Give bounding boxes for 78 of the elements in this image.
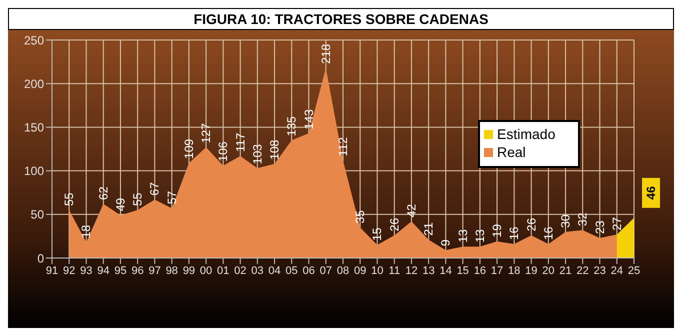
data-label: 57: [164, 190, 179, 204]
data-label: 21: [422, 222, 436, 236]
x-tick-label: 99: [182, 264, 196, 277]
x-tick-label: 05: [286, 264, 298, 277]
x-tick-label: 23: [594, 264, 606, 277]
x-tick-label: 95: [114, 264, 127, 277]
y-tick-label: 250: [24, 33, 44, 48]
data-label: 26: [524, 218, 538, 232]
data-label: 30: [558, 214, 573, 228]
x-tick-label: 25: [628, 264, 640, 277]
data-label: 42: [404, 204, 418, 218]
data-label: 55: [130, 192, 145, 206]
x-tick-label: 92: [62, 264, 76, 277]
data-label: 26: [387, 218, 402, 232]
x-tick-label: 07: [320, 264, 332, 277]
x-tick-label: 01: [217, 264, 230, 277]
x-tick-label: 06: [302, 264, 315, 277]
x-tick-label: 96: [131, 264, 144, 277]
data-label: 16: [541, 226, 556, 240]
data-label: 117: [233, 132, 248, 152]
data-label: 27: [610, 216, 624, 230]
x-tick-label: 20: [542, 264, 555, 277]
x-tick-label: 93: [80, 264, 92, 277]
x-tick-label: 22: [576, 264, 589, 277]
data-label: 135: [284, 116, 299, 136]
x-tick-label: 21: [559, 264, 572, 277]
y-tick-label: 150: [24, 120, 44, 134]
data-label: 55: [62, 192, 76, 206]
y-tick-label: 50: [30, 208, 44, 222]
data-label: 218: [318, 44, 333, 64]
legend-label: Real: [497, 144, 526, 160]
x-tick-label: 91: [46, 264, 58, 277]
x-tick-label: 15: [456, 264, 469, 277]
y-tick-label: 200: [24, 76, 44, 91]
x-tick-label: 16: [474, 264, 486, 277]
x-tick-label: 08: [336, 264, 350, 277]
x-tick-label: 94: [97, 264, 110, 277]
x-tick-label: 14: [440, 264, 452, 277]
x-tick-label: 98: [166, 264, 178, 277]
data-label: 19: [490, 224, 504, 238]
data-label: 143: [302, 108, 316, 130]
data-label: 15: [370, 227, 384, 241]
x-tick-label: 11: [388, 264, 400, 277]
x-tick-label: 02: [234, 264, 246, 277]
x-tick-label: 04: [268, 264, 281, 277]
chart-title: FIGURA 10: TRACTORES SOBRE CADENAS: [8, 8, 674, 30]
x-tick-label: 13: [422, 264, 435, 277]
x-tick-label: 97: [148, 264, 161, 277]
x-tick-label: 10: [371, 264, 384, 277]
x-tick-label: 17: [490, 264, 504, 277]
data-label: 23: [592, 220, 607, 234]
data-label: 67: [148, 182, 162, 196]
legend-label: Estimado: [497, 126, 556, 142]
data-label: 13: [472, 228, 487, 243]
data-label: 49: [113, 198, 128, 212]
data-label: 109: [182, 138, 196, 159]
data-label: 32: [576, 212, 590, 226]
x-tick-label: 12: [405, 264, 418, 277]
x-tick-label: 03: [251, 264, 264, 277]
data-label: 62: [96, 186, 110, 200]
data-label: 35: [353, 210, 368, 224]
data-label: 13: [456, 228, 470, 243]
data-label: 46: [644, 186, 658, 200]
data-label: 112: [336, 136, 350, 156]
y-tick-label: 0: [37, 251, 44, 266]
x-tick-label: 18: [508, 264, 520, 277]
x-tick-label: 09: [354, 264, 366, 277]
data-label: 108: [268, 139, 282, 160]
x-tick-label: 24: [610, 264, 624, 277]
data-label: 9: [438, 239, 453, 246]
x-tick-label: 00: [200, 264, 212, 277]
data-label: 127: [199, 122, 214, 144]
data-label: 106: [216, 141, 230, 162]
y-tick-label: 100: [24, 164, 44, 178]
x-tick-label: 19: [525, 264, 538, 277]
data-label: 18: [79, 224, 94, 238]
data-label: 103: [250, 144, 264, 164]
data-label: 16: [507, 226, 522, 240]
